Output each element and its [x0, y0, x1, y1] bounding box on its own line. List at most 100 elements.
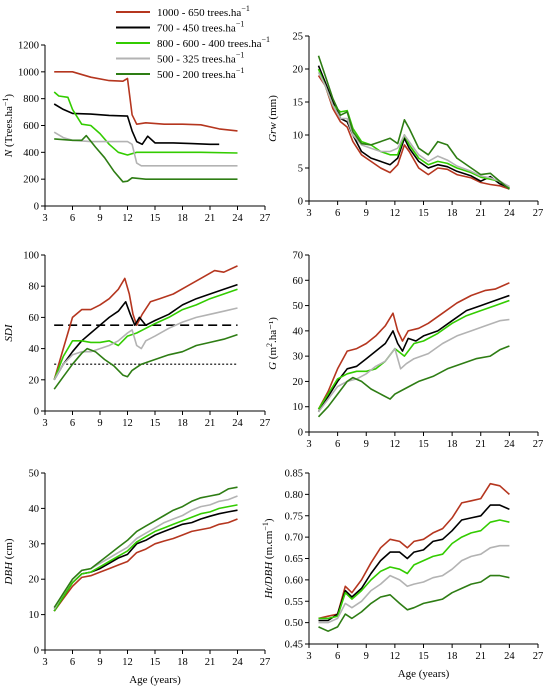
- y-tick-label: 0.45: [285, 640, 303, 651]
- series-line-3: [53, 504, 238, 612]
- y-axis-label: Ht/DBH (m.cm−1): [261, 518, 275, 599]
- series-line-5: [53, 486, 238, 608]
- y-tick-label: 0.55: [285, 597, 303, 608]
- series-line-4: [317, 71, 510, 188]
- series-line-1: [53, 518, 238, 612]
- y-tick-label: 10: [293, 402, 304, 413]
- y-axis-label: SDI: [3, 323, 15, 341]
- x-tick-label: 18: [177, 418, 188, 429]
- series-line-5: [317, 55, 510, 190]
- series-line-2: [317, 294, 510, 413]
- legend-entry-label: 500 - 325 trees.ha: [157, 54, 236, 66]
- y-tick-label: 50: [293, 301, 304, 312]
- series-line-1: [53, 265, 238, 381]
- x-tick-label: 9: [364, 208, 369, 219]
- series-line-1: [317, 75, 510, 190]
- legend-entry-sup: −1: [261, 35, 270, 44]
- series-line-1: [54, 71, 238, 132]
- x-tick-label: 12: [390, 439, 401, 450]
- legend-entry-sup: −1: [236, 20, 245, 29]
- y-tick-label: 0: [298, 197, 303, 208]
- series-line-3: [318, 519, 510, 620]
- x-tick-label: 9: [364, 439, 369, 450]
- x-tick-label: 18: [177, 213, 188, 224]
- y-tick-label: 200: [23, 175, 39, 186]
- x-tick-label: 24: [504, 208, 515, 219]
- x-tick-label: 9: [97, 418, 102, 429]
- y-axis-label-tail: .ha⁻¹): [267, 317, 279, 343]
- y-tick-label: 0.80: [285, 490, 303, 501]
- y-tick-label: 5: [298, 164, 303, 175]
- y-tick-label: 0.85: [285, 469, 303, 480]
- series-line-5: [318, 574, 510, 633]
- y-axis-label-symbol: SDI: [3, 323, 15, 341]
- x-tick-label: 12: [122, 418, 133, 429]
- x-tick-label: 6: [70, 213, 75, 224]
- x-tick-label: 15: [150, 657, 161, 668]
- series-line-1: [318, 482, 510, 620]
- x-tick-label: 12: [390, 208, 401, 219]
- series-line-2: [53, 103, 220, 146]
- x-tick-label: 21: [205, 213, 216, 224]
- y-axis-label-unit: (m: [267, 347, 279, 362]
- series-line-3: [317, 299, 510, 410]
- series-line-2: [318, 504, 510, 622]
- chart-N: 0 200 400 600 800 1000 1200 3 6 9 12 15 18 21 24 27 N (T…: [1, 41, 270, 225]
- y-tick-label: 600: [23, 121, 39, 132]
- y-tick-label: 0: [34, 407, 39, 418]
- x-axis-label: Age (years): [129, 674, 181, 686]
- y-axis-label: G (m2.ha⁻¹): [265, 317, 279, 370]
- y-axis-label-symbol: DBH: [3, 561, 15, 586]
- y-tick-label: 80: [29, 282, 40, 293]
- y-axis-label-sup: −1: [1, 98, 10, 107]
- series-line-3: [53, 288, 238, 381]
- chart-HtDBH: 0.45 0.50 0.55 0.60 0.65 0.70 0.75 0.80 0.85 3 6 9 1…: [261, 469, 543, 681]
- x-tick-label: 21: [205, 657, 216, 668]
- x-tick-label: 24: [232, 657, 243, 668]
- series-line-4: [53, 131, 238, 167]
- series-line-3: [53, 91, 238, 156]
- y-tick-label: 20: [29, 375, 40, 386]
- y-tick-label: 70: [293, 251, 304, 262]
- legend-entry: 1000 - 650 trees.ha−1: [157, 4, 250, 19]
- series-line-4: [317, 318, 510, 413]
- x-tick-label: 9: [97, 657, 102, 668]
- x-tick-label: 15: [418, 651, 429, 662]
- y-axis-label-unit: (m.cm: [263, 530, 275, 562]
- x-axis-label: Age (years): [398, 668, 450, 680]
- y-tick-label: 20: [29, 575, 40, 586]
- x-tick-label: 3: [306, 651, 311, 662]
- y-tick-label: 40: [29, 344, 40, 355]
- x-tick-label: 27: [260, 657, 271, 668]
- x-tick-label: 6: [335, 651, 340, 662]
- series-line-5: [54, 134, 238, 183]
- y-axis-label-unit: (mm): [267, 95, 279, 123]
- x-tick-label: 15: [150, 213, 161, 224]
- x-tick-label: 3: [42, 657, 47, 668]
- series-line-2: [317, 65, 510, 189]
- series-line-5: [317, 345, 510, 418]
- legend-entry: 800 - 600 - 400 trees.ha−1: [157, 35, 270, 50]
- y-axis-label-symbol: G: [267, 362, 279, 370]
- x-tick-label: 12: [390, 651, 401, 662]
- y-tick-label: 0.75: [285, 511, 303, 522]
- x-tick-label: 27: [533, 208, 544, 219]
- y-axis-label-unit: (Trees.ha: [3, 106, 15, 150]
- y-tick-label: 0: [34, 646, 39, 657]
- chart-G: 0 10 20 30 40 50 60 70 3 6 9 12 15 18 21 24 27 G (m2.ha⁻¹…: [265, 251, 543, 451]
- x-tick-label: 3: [42, 213, 47, 224]
- y-tick-label: 800: [23, 94, 39, 105]
- y-axis-label-tail: ): [263, 518, 275, 522]
- y-tick-label: 1000: [18, 67, 39, 78]
- y-tick-label: 40: [29, 504, 40, 515]
- legend-entry-sup: −1: [236, 66, 245, 75]
- x-tick-label: 21: [476, 651, 487, 662]
- series-line-5: [53, 333, 238, 390]
- y-tick-label: 100: [23, 251, 39, 262]
- y-tick-label: 10: [293, 131, 304, 142]
- y-tick-label: 30: [29, 539, 40, 550]
- y-tick-label: 0.65: [285, 554, 303, 565]
- y-tick-label: 50: [29, 469, 40, 480]
- x-tick-label: 27: [533, 651, 544, 662]
- x-tick-label: 9: [97, 213, 102, 224]
